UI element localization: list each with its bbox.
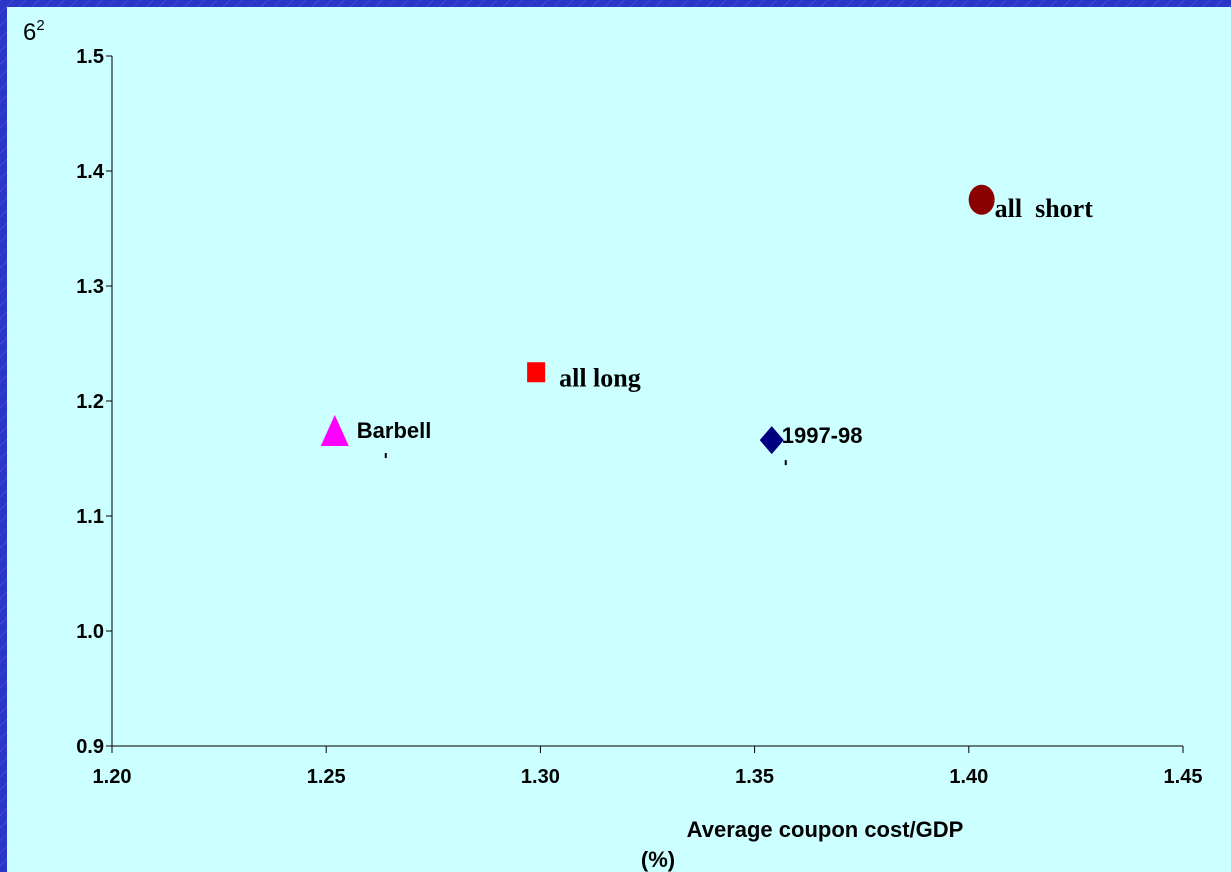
y-tick-label: 1.0 [76, 621, 104, 643]
x-tick-label: 1.40 [949, 766, 988, 788]
point-label: 1997-98 [782, 423, 863, 448]
y-tick-label: 1.5 [76, 46, 104, 68]
point-square: all long [527, 362, 641, 392]
x-tick-label: 1.25 [307, 766, 346, 788]
x-tick-label: 1.30 [521, 766, 560, 788]
y-tick-label: 1.2 [76, 391, 104, 413]
x-ticks: 1.20 1.25 1.30 1.35 1.40 1.45 [93, 746, 1203, 788]
y-ticks: 0.9 1.0 1.1 1.2 1.3 1.4 1.5 [76, 46, 112, 758]
x-tick-label: 1.35 [735, 766, 774, 788]
y-tick-label: 1.1 [76, 506, 104, 528]
circle-marker [968, 184, 995, 215]
diamond-marker [759, 426, 784, 455]
y-tick-label: 1.3 [76, 276, 104, 298]
scatter-chart: 62 0.9 1.0 1.1 1.2 1.3 1.4 1.5 1.20 1.25 1.30 1.3… [23, 17, 1203, 872]
chart-panel: 62 0.9 1.0 1.1 1.2 1.3 1.4 1.5 1.20 1.25 1.30 1.3… [7, 7, 1231, 872]
y-axis-label: 62 [23, 17, 45, 46]
point-triangle: Barbell [320, 415, 432, 459]
point-diamond: 1997-98 [759, 423, 863, 466]
point-circle: all short [968, 184, 1094, 223]
y-tick-label: 1.4 [76, 161, 105, 183]
x-tick-label: 1.45 [1164, 766, 1203, 788]
data-points: all short all long Barbell 1997-98 [320, 184, 1094, 466]
y-tick-label: 0.9 [76, 736, 104, 758]
point-label: all short [995, 194, 1094, 223]
x-tick-label: 1.20 [93, 766, 132, 788]
point-label: Barbell [357, 418, 432, 443]
square-marker [527, 362, 546, 383]
x-axis-label-line1: Average coupon cost/GDP [687, 817, 964, 842]
x-axis-label-line2: (%) [641, 847, 675, 872]
triangle-marker [320, 415, 349, 447]
point-label: all long [559, 363, 641, 392]
